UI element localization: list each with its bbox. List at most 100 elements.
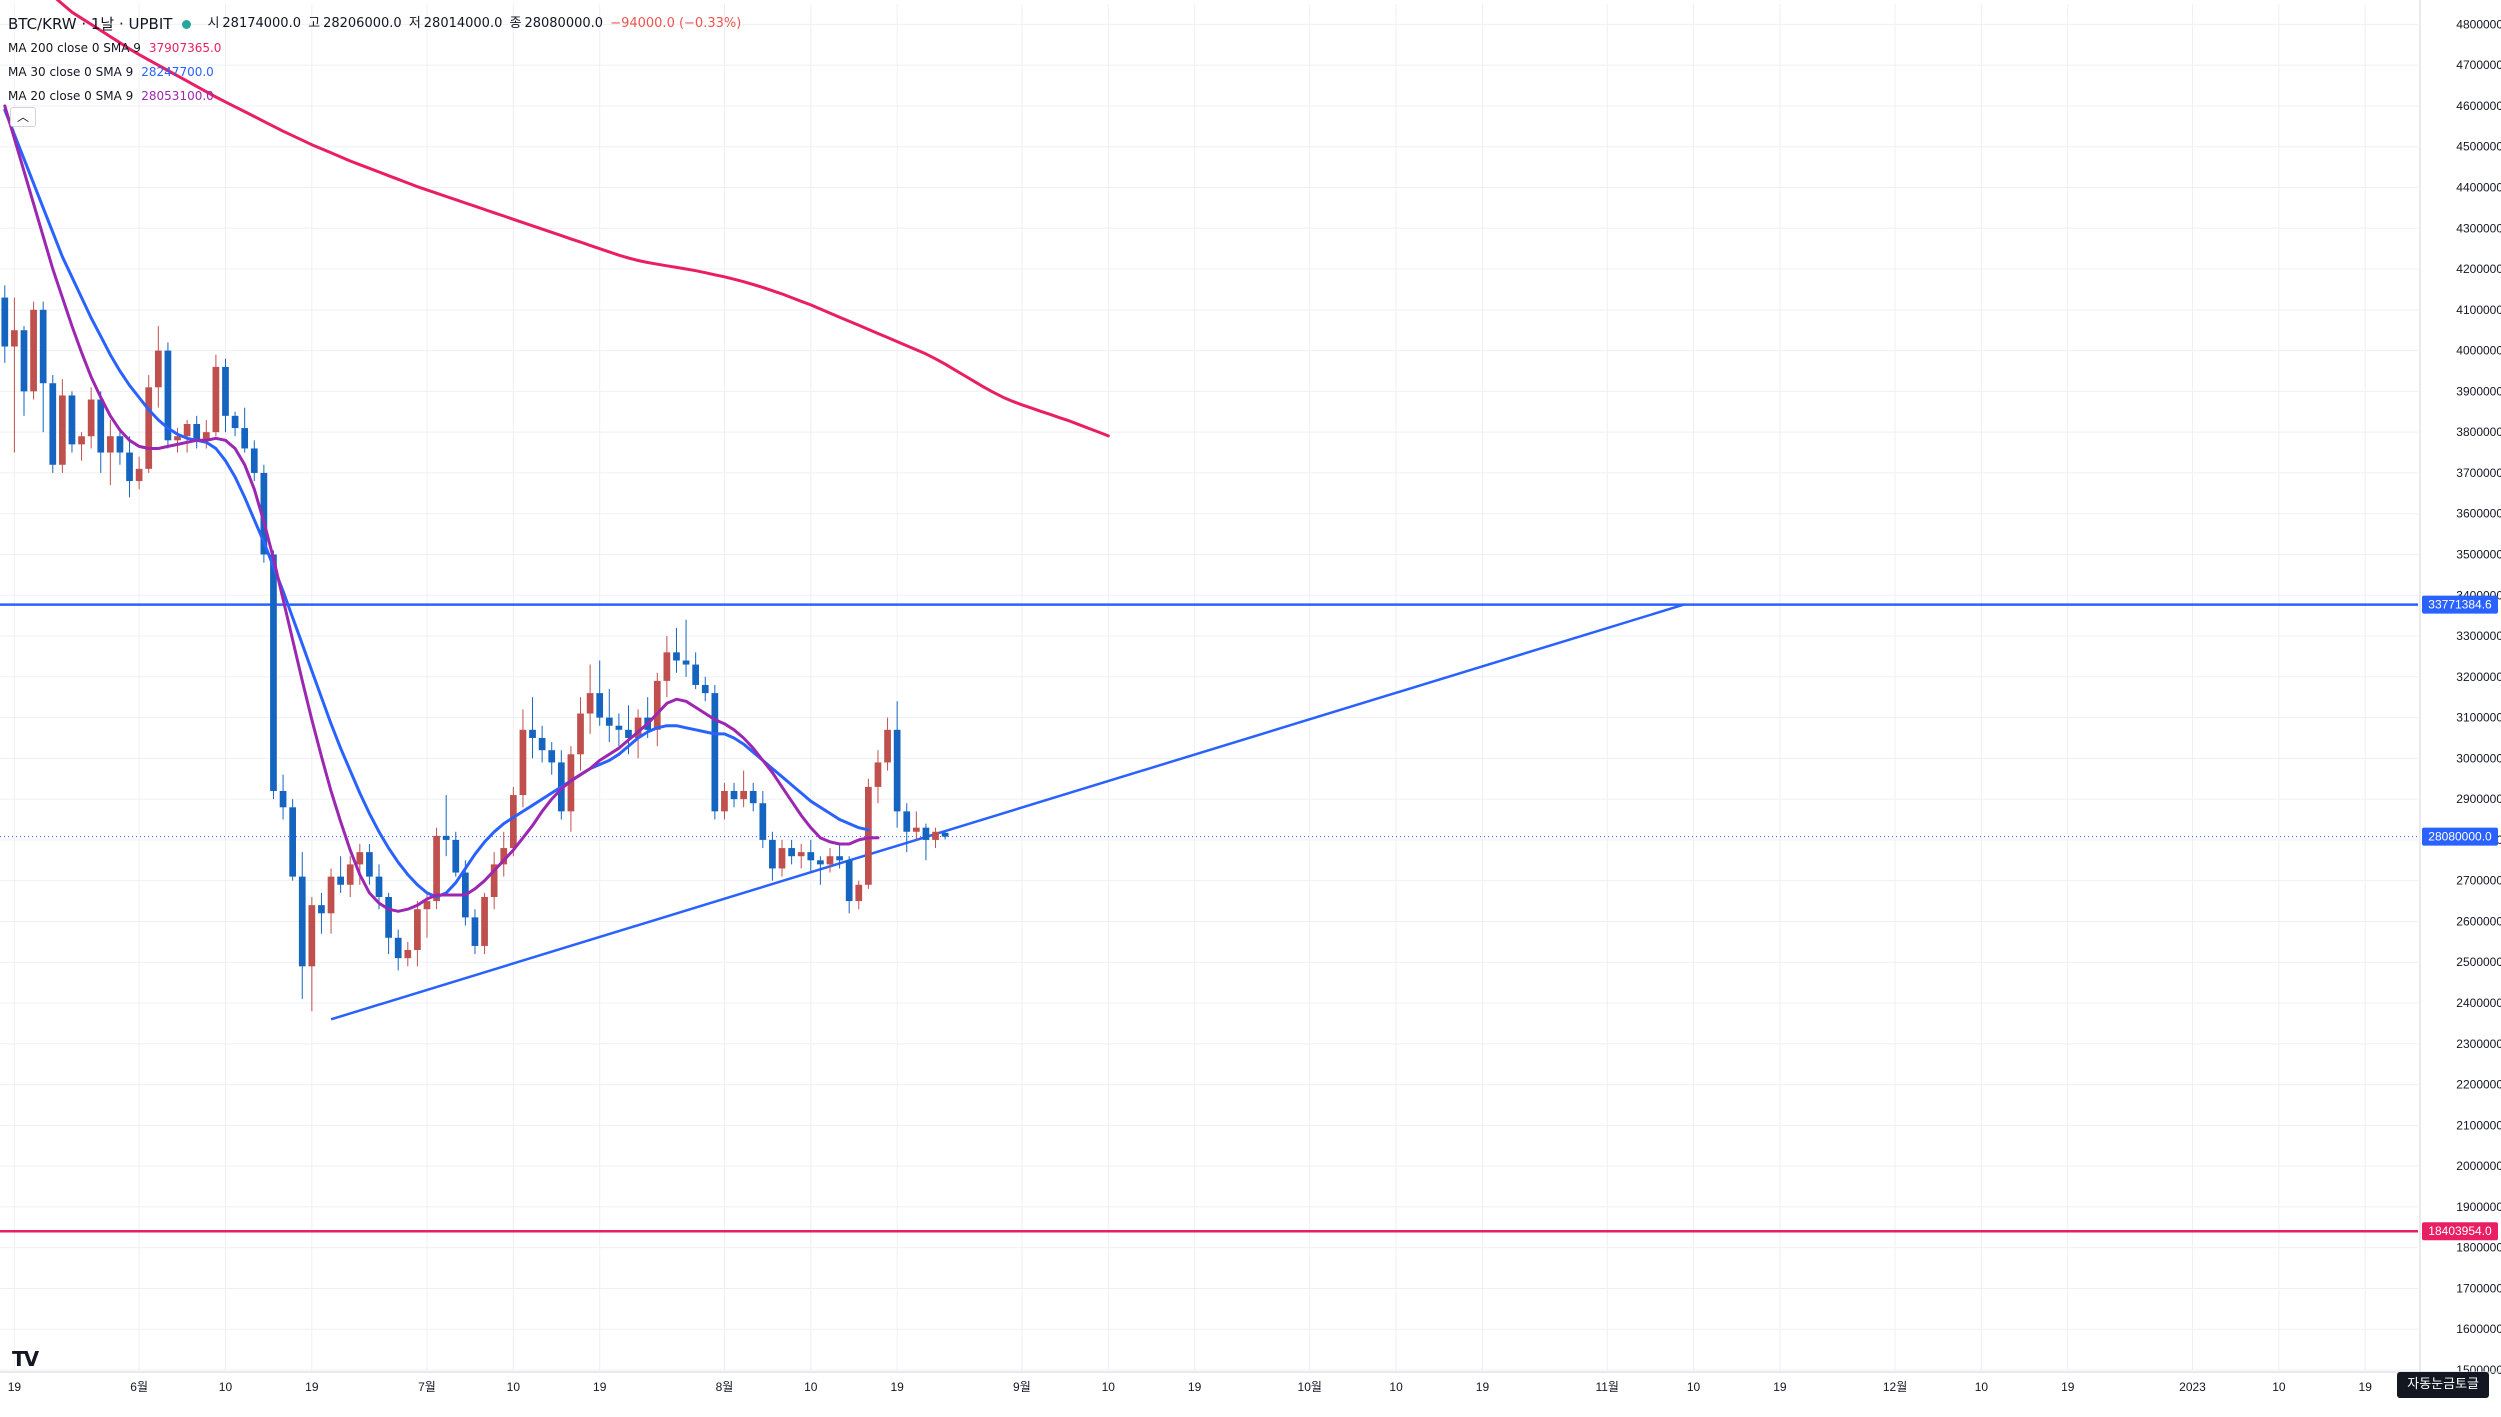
candle-body [97,399,105,453]
candle-body [337,876,344,885]
candle-body [874,762,882,787]
candle-body [519,729,527,796]
candle-body [596,693,604,718]
tradingview-logo[interactable]: TV [12,1347,39,1371]
y-tick-label: 26000000.0 [2456,914,2501,928]
candle-body [327,876,335,914]
candle-body [730,790,738,800]
candle-body [49,383,57,465]
candle-body [154,350,162,388]
candle-body [634,717,642,738]
y-tick-label: 23000000.0 [2456,1037,2501,1051]
x-tick-label: 10 [1687,1380,1701,1394]
x-tick-label: 8월 [716,1380,734,1394]
candle-body [222,366,229,416]
x-tick-label: 10 [507,1380,521,1394]
x-tick-label: 19 [2359,1380,2373,1394]
candle-body [298,876,306,967]
candle-body [78,436,85,445]
candle-body [749,790,757,804]
candle-body [308,905,316,967]
low-label: 저 [408,16,421,31]
candle-body [346,864,354,885]
y-tick-label: 48000000.0 [2456,17,2501,31]
candle-body [625,729,632,738]
candle-body [855,884,863,902]
x-tick-label: 10 [1102,1380,1116,1394]
candle-body [817,860,824,865]
auto-scale-button[interactable]: 자동눈금토글 [2397,1372,2489,1398]
candle-body [788,848,795,857]
high-value: 28206000.0 [323,16,402,31]
y-tick-label: 17000000.0 [2456,1281,2501,1295]
ma20-value: 28053100.0 [141,89,214,103]
candle-body [279,790,287,808]
candle-body [145,387,153,469]
candle-body [126,452,133,482]
x-tick-label: 12월 [1883,1380,1907,1394]
y-tick-label: 46000000.0 [2456,99,2501,113]
candle-body [471,917,479,946]
y-tick-label: 32000000.0 [2456,670,2501,684]
candle-body [481,896,488,946]
x-tick-label: 7월 [418,1380,436,1394]
candle-body [39,309,47,384]
legend-collapse-button[interactable]: ︿ [10,107,36,127]
candle-body [385,896,392,938]
current-price-label: 28080000.0 [2428,830,2492,844]
candle-body [701,684,709,694]
y-tick-label: 25000000.0 [2456,955,2501,969]
y-tick-label: 30000000.0 [2456,751,2501,765]
change-value: −94000.0 (−0.33%) [610,16,742,31]
open-label: 시 [207,16,220,31]
y-tick-label: 44000000.0 [2456,180,2501,194]
ma200-value: 37907365.0 [148,41,222,55]
candle-body [394,937,402,959]
symbol-row: BTC/KRW · 1날 · UPBIT 시 28174000.0 고 282060… [8,12,744,36]
x-tick-label: 10 [2272,1380,2286,1394]
chevron-up-icon: ︿ [16,110,29,124]
candle-body [932,831,939,840]
candle-body [807,852,815,861]
open-value: 28174000.0 [222,16,301,31]
horizontal-line-price-label-bg [2422,595,2498,614]
y-tick-label: 38000000.0 [2456,425,2501,439]
candle-body [759,803,767,840]
ma200-legend[interactable]: MA 200 close 0 SMA 9 37907365.0 [8,36,744,60]
ma30-label: MA 30 close 0 SMA 9 [8,65,134,79]
candle-body [529,729,536,738]
x-tick-label: 19 [890,1380,904,1394]
candle-body [884,729,891,763]
y-tick-label: 33000000.0 [2456,629,2501,643]
candle-body [106,436,114,453]
y-tick-label: 40000000.0 [2456,344,2501,358]
y-tick-label: 21000000.0 [2456,1118,2501,1132]
candle-body [289,807,297,877]
y-tick-label: 24000000.0 [2456,996,2501,1010]
ma-30-line [3,108,870,899]
candle-body [11,330,18,347]
ma20-legend[interactable]: MA 20 close 0 SMA 9 28053100.0 [8,84,744,108]
symbol-title[interactable]: BTC/KRW · 1날 · UPBIT [8,15,173,33]
x-tick-label: 19 [1188,1380,1202,1394]
ma20-label: MA 20 close 0 SMA 9 [8,89,134,103]
candle-body [318,905,325,914]
ma30-legend[interactable]: MA 30 close 0 SMA 9 28247700.0 [8,60,744,84]
candle-body [769,839,776,869]
y-tick-label: 45000000.0 [2456,140,2501,154]
y-tick-label: 29000000.0 [2456,792,2501,806]
x-tick-label: 19 [593,1380,607,1394]
candle-body [212,366,220,433]
candle-body [174,436,181,441]
y-tick-label: 20000000.0 [2456,1159,2501,1173]
y-tick-label: 43000000.0 [2456,221,2501,235]
chart-legend: BTC/KRW · 1날 · UPBIT 시 28174000.0 고 282060… [8,12,744,108]
y-tick-label: 36000000.0 [2456,507,2501,521]
y-tick-label: 39000000.0 [2456,384,2501,398]
candle-body [692,664,700,685]
close-value: 28080000.0 [524,16,604,31]
candle-body [865,786,872,885]
x-tick-label: 10 [804,1380,818,1394]
